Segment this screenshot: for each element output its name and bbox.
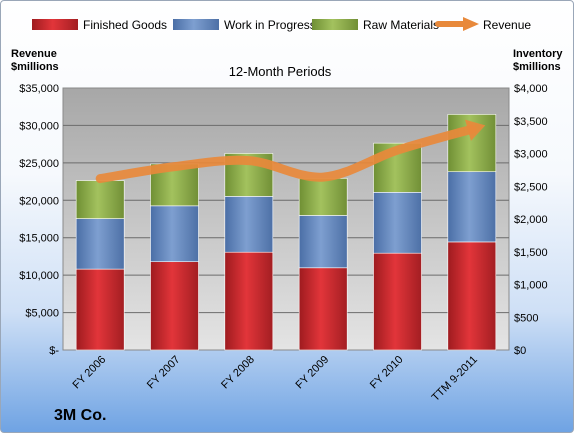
right-tick-label: $2,500 [514, 181, 548, 193]
right-axis-title-line2: $millions [513, 61, 561, 73]
gridlines [63, 124, 509, 314]
left-tick-label: $20,000 [19, 195, 59, 207]
right-tick-label: $3,500 [514, 116, 548, 128]
bar-work-in-progress [150, 205, 199, 263]
legend-swatch-work-in-progress [173, 19, 219, 30]
x-tick-label: FY 2009 [294, 354, 332, 392]
bar-finished-goods [150, 261, 199, 351]
right-tick-label: $2,000 [514, 214, 548, 226]
bar-work-in-progress [298, 215, 348, 269]
x-tick-label: FY 2010 [368, 354, 406, 392]
left-tick-label: $35,000 [19, 83, 59, 95]
legend-label-revenue: Revenue [483, 18, 531, 32]
bar-finished-goods [75, 268, 125, 351]
left-axis-title-line1: Revenue [11, 48, 57, 60]
bar-work-in-progress [447, 171, 497, 243]
right-tick-label: $500 [514, 312, 538, 324]
legend-swatch-finished-goods [32, 19, 78, 30]
legend-label-finished-goods: Finished Goods [83, 18, 167, 32]
right-tick-label: $3,000 [514, 149, 548, 161]
left-tick-label: $5,000 [25, 308, 59, 320]
left-tick-label: $25,000 [19, 158, 59, 170]
legend-label-raw-materials: Raw Materials [363, 18, 439, 32]
bar-finished-goods [224, 251, 274, 351]
left-tick-label: $10,000 [19, 270, 59, 282]
bar-finished-goods [373, 252, 422, 351]
plot-area [62, 87, 510, 351]
left-tick-label: $30,000 [19, 120, 59, 132]
x-tick-label: FY 2006 [71, 354, 109, 392]
right-axis-title-line1: Inventory [513, 48, 563, 60]
company-name: 3M Co. [54, 407, 106, 424]
bar-work-in-progress [75, 218, 125, 270]
bar-raw-materials [298, 178, 348, 216]
x-tick-label: FY 2008 [219, 354, 257, 392]
revenue-line-group [95, 119, 486, 184]
right-axis-ticks: $4,000 $3,500 $3,000 $2,500 $2,000 $1,500 $1,0… [514, 83, 548, 357]
bar-raw-materials [75, 180, 125, 219]
left-tick-label: $- [49, 345, 59, 357]
right-tick-label: $4,000 [514, 83, 548, 95]
left-axis-ticks: $35,000 $30,000 $25,000 $20,000 $15,000 $10,0… [19, 83, 59, 357]
legend-swatch-raw-materials [312, 19, 358, 30]
right-tick-label: $1,500 [514, 247, 548, 259]
bar-work-in-progress [224, 196, 274, 253]
legend: Finished Goods Work in Progress Raw Mate… [32, 17, 531, 32]
bar-finished-goods [298, 267, 348, 351]
revenue-line [95, 124, 477, 184]
bar-stack-group [75, 114, 497, 351]
bar-finished-goods [447, 241, 497, 351]
right-tick-label: $1,000 [514, 280, 548, 292]
chart-subtitle: 12-Month Periods [229, 64, 332, 79]
x-tick-label: FY 2007 [145, 354, 183, 392]
left-axis-title-line2: $millions [11, 61, 59, 73]
bar-work-in-progress [373, 192, 422, 254]
left-tick-label: $15,000 [19, 233, 59, 245]
x-axis-ticks: FY 2006 FY 2007 FY 2008 FY 2009 FY 2010 TTM 9… [71, 354, 480, 404]
legend-label-work-in-progress: Work in Progress [224, 18, 316, 32]
right-tick-label: $0 [514, 345, 526, 357]
legend-arrowhead-revenue [463, 17, 479, 31]
revenue-arrowhead [464, 119, 486, 141]
x-tick-label: TTM 9-2011 [430, 354, 480, 404]
